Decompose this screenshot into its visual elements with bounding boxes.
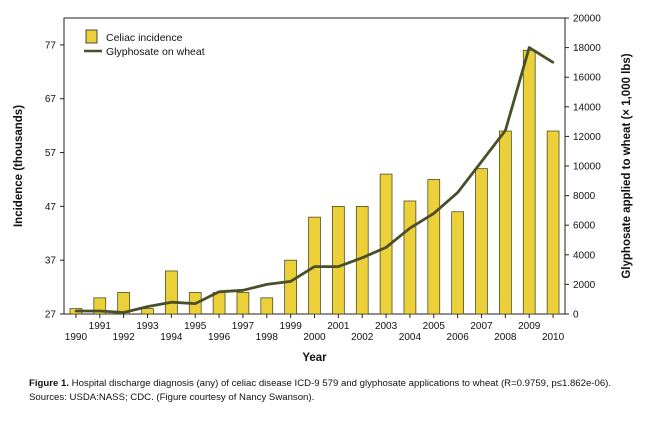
left-tick-label: 27 bbox=[45, 310, 57, 321]
bar-2010 bbox=[546, 130, 560, 315]
bar-2007 bbox=[475, 168, 488, 315]
x-tick-label-lower: 1992 bbox=[113, 332, 136, 343]
line-point-2002 bbox=[361, 256, 364, 259]
left-y-axis-title: Incidence (thousands) bbox=[13, 105, 25, 227]
x-tick-label-upper: 1999 bbox=[280, 321, 303, 332]
legend-label-bar: Celiac incidence bbox=[106, 32, 183, 44]
bar-series bbox=[69, 49, 560, 315]
bar-2006 bbox=[451, 211, 464, 315]
left-tick-label: 77 bbox=[45, 40, 57, 51]
bar-1998 bbox=[260, 297, 274, 315]
line-point-1992 bbox=[122, 311, 125, 314]
x-tick-label-lower: 2006 bbox=[447, 332, 470, 343]
bar-1996 bbox=[212, 292, 226, 315]
line-point-2000 bbox=[313, 265, 316, 268]
x-tick-label-upper: 1997 bbox=[232, 321, 255, 332]
bar-1994 bbox=[165, 270, 178, 315]
line-point-2003 bbox=[384, 246, 388, 249]
legend-swatch-bar bbox=[85, 29, 98, 44]
line-point-2005 bbox=[432, 212, 435, 215]
line-point-1999 bbox=[289, 280, 292, 283]
left-tick-label: 67 bbox=[45, 94, 57, 105]
right-tick-label: 10000 bbox=[573, 162, 601, 173]
left-tick-label: 57 bbox=[45, 148, 57, 159]
x-tick-label-upper: 1991 bbox=[89, 321, 112, 332]
line-point-1997 bbox=[241, 289, 245, 292]
line-point-1991 bbox=[98, 309, 101, 313]
bar-2001 bbox=[332, 206, 345, 315]
right-tick-label: 14000 bbox=[573, 102, 601, 113]
line-series bbox=[74, 46, 555, 314]
caption-text: Hospital discharge diagnosis (any) of ce… bbox=[29, 378, 612, 403]
line-point-2010 bbox=[551, 61, 555, 64]
x-tick-label-upper: 2001 bbox=[327, 321, 350, 332]
line-point-2008 bbox=[504, 129, 507, 132]
figure-caption: Figure 1. Hospital discharge diagnosis (… bbox=[29, 377, 649, 405]
x-axis-title: Year bbox=[302, 352, 327, 364]
right-tick-label: 6000 bbox=[573, 221, 596, 232]
bar-1997 bbox=[236, 292, 250, 315]
x-tick-label-lower: 1998 bbox=[256, 332, 279, 343]
left-axis-ticks: 27 37 47 57 67 77 bbox=[45, 40, 64, 321]
x-tick-label-lower: 2000 bbox=[303, 332, 326, 343]
x-tick-label-lower: 2004 bbox=[399, 332, 422, 343]
right-tick-label: 16000 bbox=[573, 73, 601, 84]
line-point-2001 bbox=[337, 265, 340, 268]
right-tick-label: 8000 bbox=[573, 191, 596, 202]
x-tick-label-upper: 2005 bbox=[423, 321, 446, 332]
legend: Celiac incidence Glyphosate on wheat bbox=[84, 29, 205, 58]
line-point-2009 bbox=[528, 46, 531, 49]
right-axis-ticks: 0 2000 4000 6000 8000 10000 12000 14000 16000 180… bbox=[565, 14, 601, 321]
right-y-axis-title: Glyphosate applied to wheat (× 1,000 lbs… bbox=[621, 53, 633, 278]
bar-1999 bbox=[284, 259, 297, 315]
x-tick-label-lower: 1990 bbox=[65, 332, 88, 343]
line-point-2007 bbox=[480, 160, 483, 163]
bar-2005 bbox=[427, 179, 441, 315]
x-tick-label-upper: 2009 bbox=[518, 321, 541, 332]
right-tick-label: 2000 bbox=[573, 280, 596, 291]
x-tick-label-lower: 1996 bbox=[208, 332, 231, 343]
line-point-1993 bbox=[146, 305, 149, 308]
right-tick-label: 4000 bbox=[573, 250, 596, 261]
right-tick-label: 20000 bbox=[573, 14, 601, 25]
caption-label: Figure 1. bbox=[29, 378, 69, 389]
left-tick-label: 37 bbox=[45, 256, 57, 267]
line-point-1994 bbox=[170, 300, 173, 304]
x-tick-label-upper: 1995 bbox=[184, 321, 207, 332]
legend-label-line: Glyphosate on wheat bbox=[106, 46, 205, 58]
line-point-1996 bbox=[217, 290, 221, 293]
x-tick-label-lower: 2010 bbox=[542, 332, 565, 343]
left-tick-label: 47 bbox=[45, 202, 57, 213]
line-point-1998 bbox=[265, 283, 268, 286]
x-tick-label-upper: 1993 bbox=[136, 321, 159, 332]
bar-1993 bbox=[141, 308, 154, 315]
x-tick-label-lower: 2002 bbox=[351, 332, 374, 343]
bar-2004 bbox=[403, 200, 417, 315]
x-tick-label-lower: 2008 bbox=[494, 332, 517, 343]
x-tick-label-upper: 2007 bbox=[470, 321, 493, 332]
line-point-2004 bbox=[408, 226, 412, 230]
line-point-2006 bbox=[456, 191, 459, 194]
bar-2009 bbox=[522, 49, 536, 315]
line-point-1990 bbox=[74, 309, 78, 313]
x-tick-label-upper: 2003 bbox=[375, 321, 398, 332]
x-axis-ticks: 1990199119921993199419951996199719981999… bbox=[65, 314, 565, 343]
right-tick-label: 12000 bbox=[573, 132, 601, 143]
right-tick-label: 18000 bbox=[573, 43, 601, 54]
bar-2008 bbox=[499, 130, 512, 315]
line-point-1995 bbox=[194, 302, 197, 305]
x-tick-label-lower: 1994 bbox=[160, 332, 183, 343]
right-tick-label: 0 bbox=[573, 310, 579, 321]
